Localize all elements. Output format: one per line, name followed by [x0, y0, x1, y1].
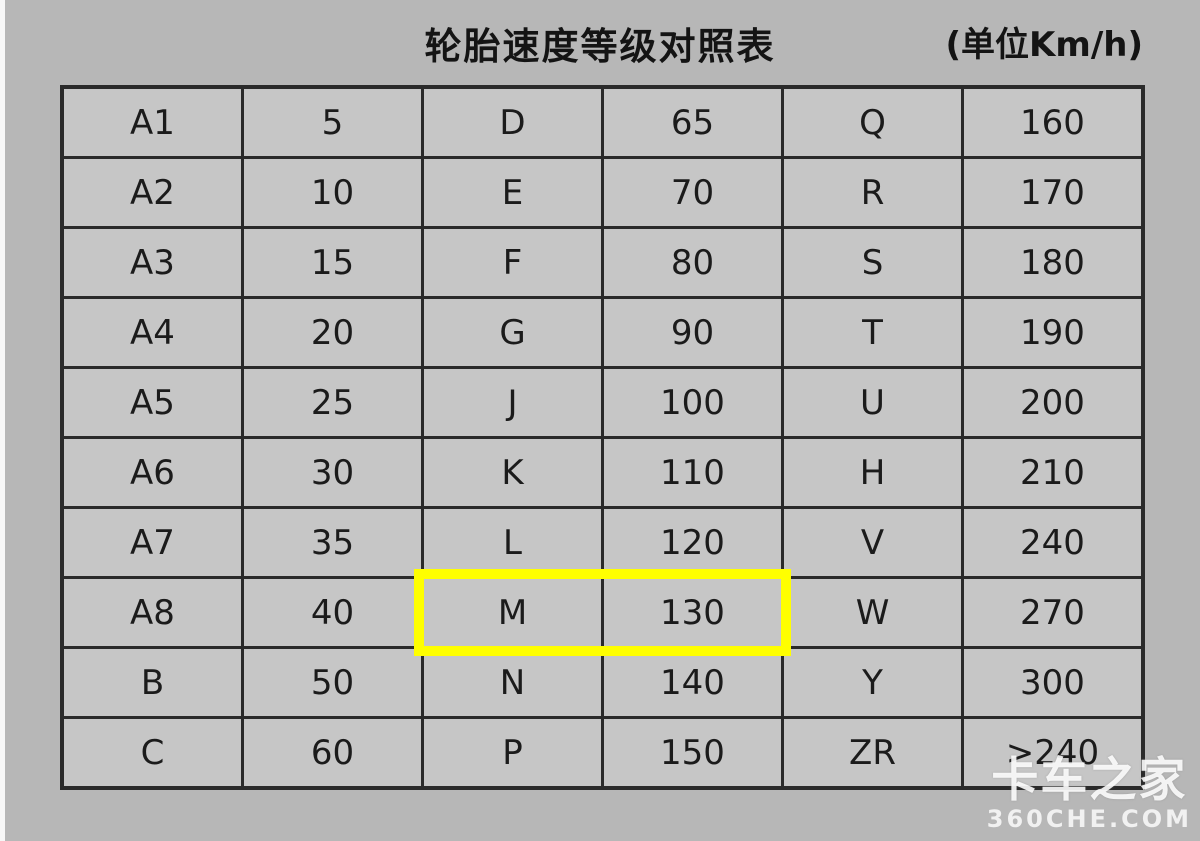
table-cell-r5c0: A6 [64, 439, 241, 506]
table-cell-r6c1: 35 [244, 509, 421, 576]
table-cell-r3c1: 20 [244, 299, 421, 366]
table-cell-r3c3: 90 [604, 299, 781, 366]
table-cell-r1c2: E [424, 159, 601, 226]
table-cell-r3c2: G [424, 299, 601, 366]
table-cell-r1c4: R [784, 159, 961, 226]
table-cell-r6c5: 240 [964, 509, 1141, 576]
table-cell-r8c0: B [64, 649, 241, 716]
table-cell-r9c1: 60 [244, 719, 421, 786]
table-cell-r4c3: 100 [604, 369, 781, 436]
table-cell-r9c0: C [64, 719, 241, 786]
table-cell-r9c5: >240 [964, 719, 1141, 786]
title-row: 轮胎速度等级对照表 (单位Km/h) [0, 16, 1200, 68]
watermark-brand: 卡车之家 [991, 753, 1188, 808]
table-cell-r5c1: 30 [244, 439, 421, 506]
table-cell-r0c0: A1 [64, 89, 241, 156]
table-cell-r2c2: F [424, 229, 601, 296]
table-cell-r7c3: 130 [604, 579, 781, 646]
table-cell-r7c5: 270 [964, 579, 1141, 646]
table-cell-r9c2: P [424, 719, 601, 786]
table-cell-r1c3: 70 [604, 159, 781, 226]
table-cell-r3c0: A4 [64, 299, 241, 366]
table-cell-r4c5: 200 [964, 369, 1141, 436]
table-cell-r7c2: M [424, 579, 601, 646]
table-cell-r8c4: Y [784, 649, 961, 716]
table-cell-r9c3: 150 [604, 719, 781, 786]
table-cell-r0c3: 65 [604, 89, 781, 156]
table-cell-r1c5: 170 [964, 159, 1141, 226]
table-cell-r2c1: 15 [244, 229, 421, 296]
table-cell-r2c4: S [784, 229, 961, 296]
table-cell-r0c5: 160 [964, 89, 1141, 156]
table-cell-r4c1: 25 [244, 369, 421, 436]
table-cell-r8c5: 300 [964, 649, 1141, 716]
table-cell-r5c3: 110 [604, 439, 781, 506]
table-cell-r8c2: N [424, 649, 601, 716]
table-cell-r0c1: 5 [244, 89, 421, 156]
table-cell-r8c3: 140 [604, 649, 781, 716]
table-cell-r5c4: H [784, 439, 961, 506]
table-cell-r6c4: V [784, 509, 961, 576]
table-cell-r5c2: K [424, 439, 601, 506]
table-cell-r3c5: 190 [964, 299, 1141, 366]
table-cell-r9c4: ZR [784, 719, 961, 786]
table-cell-r0c2: D [424, 89, 601, 156]
table-cell-r1c1: 10 [244, 159, 421, 226]
left-edge-strip [0, 0, 5, 841]
table-cell-r6c2: L [424, 509, 601, 576]
table-cell-r4c2: J [424, 369, 601, 436]
table-cell-r8c1: 50 [244, 649, 421, 716]
table-cell-r5c5: 210 [964, 439, 1141, 506]
table-cell-r4c0: A5 [64, 369, 241, 436]
table-cell-r7c1: 40 [244, 579, 421, 646]
table-cell-r3c4: T [784, 299, 961, 366]
speed-rating-table: A1 5 D 65 Q 160 A2 10 E 70 R 170 A3 15 F 80 S 180 A4 20 G 90 T… [60, 85, 1145, 790]
watermark: 卡车之家 360CHE.COM [987, 757, 1192, 831]
table-cell-r7c4: W [784, 579, 961, 646]
table-cell-r6c0: A7 [64, 509, 241, 576]
table-cell-r2c5: 180 [964, 229, 1141, 296]
table-cell-r4c4: U [784, 369, 961, 436]
table-cell-r2c3: 80 [604, 229, 781, 296]
unit-label: (单位Km/h) [945, 25, 1143, 65]
table-cell-r0c4: Q [784, 89, 961, 156]
page-title: 轮胎速度等级对照表 [424, 25, 776, 68]
table-cell-r6c3: 120 [604, 509, 781, 576]
table-cell-r7c0: A8 [64, 579, 241, 646]
table-cell-r1c0: A2 [64, 159, 241, 226]
watermark-site: 360CHE.COM [986, 805, 1192, 833]
table-cell-r2c0: A3 [64, 229, 241, 296]
